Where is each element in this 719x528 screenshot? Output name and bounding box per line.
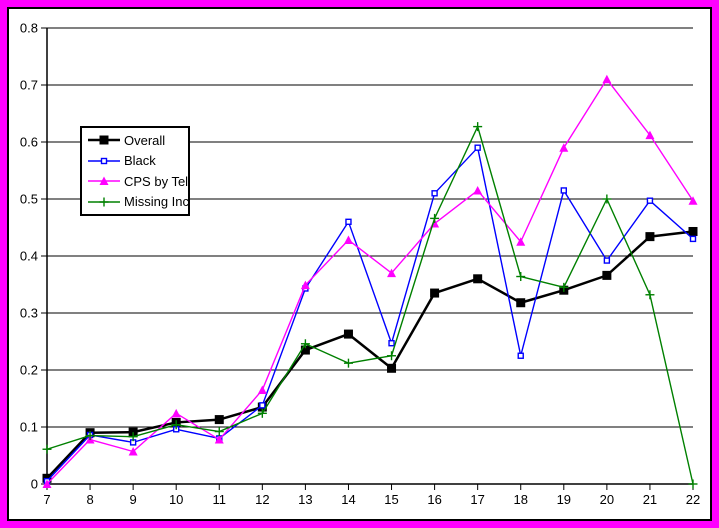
marker-cps-by-tel-14 (343, 235, 353, 245)
x-tick-label-21: 21 (643, 492, 657, 507)
chart-canvas (7, 7, 712, 521)
marker-cps-by-tel-15 (387, 268, 397, 278)
x-tick-label-20: 20 (600, 492, 614, 507)
marker-cps-by-tel-10 (171, 408, 181, 418)
x-tick-label-19: 19 (557, 492, 571, 507)
legend-sample-marker-overall (99, 135, 109, 145)
x-tick-label-8: 8 (86, 492, 93, 507)
marker-overall-15 (387, 363, 397, 373)
legend: Overall Black CPS by Tel Missing Inc (80, 126, 190, 216)
marker-black-20 (603, 257, 611, 264)
marker-overall-20 (602, 270, 612, 280)
legend-sample-black (88, 157, 120, 164)
marker-black-14 (345, 218, 352, 226)
x-tick-label-11: 11 (213, 492, 227, 507)
marker-cps-by-tel-13 (300, 280, 310, 290)
series-line-missing-inc (46, 125, 694, 485)
x-tick-label-12: 12 (255, 492, 269, 507)
x-tick-label-13: 13 (298, 492, 312, 507)
marker-black-15 (388, 340, 395, 347)
legend-sample-overall (88, 135, 120, 145)
marker-black-17 (474, 144, 481, 151)
legend-sample-marker-cps-by-tel (99, 176, 109, 186)
x-tick-label-22: 22 (686, 492, 700, 507)
legend-label-overall: Overall (124, 132, 166, 148)
marker-black-12 (259, 402, 266, 409)
legend-item-overall: Overall (87, 130, 188, 150)
y-tick-label-0.5: 0.5 (20, 192, 38, 207)
series-line-overall (46, 230, 694, 480)
marker-cps-by-tel-21 (645, 130, 655, 140)
x-tick-label-15: 15 (384, 492, 398, 507)
marker-overall-21 (645, 232, 655, 242)
marker-black-19 (560, 187, 567, 194)
legend-label-black: Black (124, 153, 156, 169)
marker-cps-by-tel-12 (257, 385, 267, 394)
legend-label-missing-inc: Missing Inc (124, 194, 190, 210)
y-tick-label-0.4: 0.4 (20, 249, 38, 264)
y-tick-label-0.1: 0.1 (20, 420, 38, 435)
marker-overall-22 (688, 226, 698, 236)
legend-sample-cps-by-tel (88, 176, 120, 186)
x-tick-label-9: 9 (130, 492, 137, 507)
marker-cps-by-tel-20 (602, 74, 612, 84)
series-line-cps-by-tel (46, 78, 694, 485)
marker-cps-by-tel-18 (516, 237, 526, 246)
marker-cps-by-tel-11 (214, 435, 224, 444)
marker-overall-14 (343, 329, 353, 339)
legend-item-missing-inc: Missing Inc (87, 192, 190, 212)
series-line-black (46, 146, 694, 482)
x-tick-label-10: 10 (169, 492, 183, 507)
marker-overall-17 (473, 274, 483, 284)
marker-cps-by-tel-17 (473, 185, 483, 195)
marker-overall-13 (300, 345, 310, 355)
marker-overall-9 (128, 427, 138, 437)
x-tick-label-18: 18 (513, 492, 527, 507)
legend-item-black: Black (87, 151, 188, 171)
marker-overall-18 (516, 298, 526, 308)
x-tick-label-7: 7 (43, 492, 50, 507)
marker-black-22 (689, 235, 697, 243)
y-tick-label-0.6: 0.6 (20, 135, 38, 150)
marker-overall-16 (430, 288, 440, 298)
marker-cps-by-tel-22 (688, 196, 698, 205)
marker-cps-by-tel-7 (42, 479, 52, 488)
y-tick-label-0.3: 0.3 (20, 306, 38, 321)
legend-label-cps-by-tel: CPS by Tel (124, 173, 189, 189)
y-tick-label-0: 0 (31, 477, 38, 492)
marker-black-16 (431, 190, 438, 197)
marker-black-18 (517, 352, 524, 359)
legend-sample-missing-inc (88, 197, 120, 207)
legend-sample-marker-black (100, 157, 108, 164)
legend-item-cps-by-tel: CPS by Tel (87, 171, 188, 191)
y-tick-label-0.8: 0.8 (20, 21, 38, 36)
marker-overall-11 (214, 415, 224, 425)
x-tick-label-16: 16 (427, 492, 441, 507)
marker-cps-by-tel-9 (128, 447, 138, 456)
marker-cps-by-tel-19 (559, 143, 569, 152)
y-tick-label-0.7: 0.7 (20, 78, 38, 93)
x-tick-label-17: 17 (470, 492, 484, 507)
y-tick-label-0.2: 0.2 (20, 363, 38, 378)
marker-black-21 (646, 197, 654, 204)
x-tick-label-14: 14 (341, 492, 355, 507)
